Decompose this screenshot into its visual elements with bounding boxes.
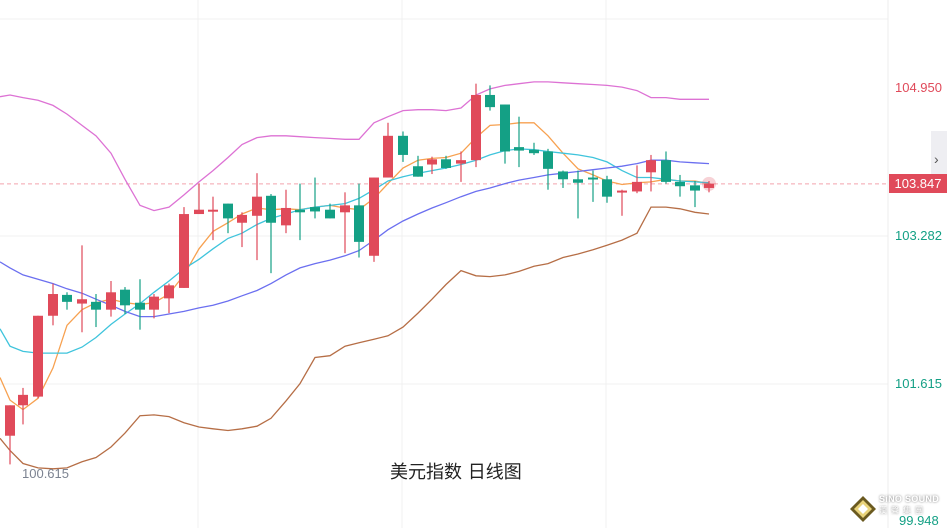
candle-body xyxy=(120,289,130,306)
candle-body xyxy=(690,185,700,191)
candle-body xyxy=(237,214,247,223)
candle-body xyxy=(310,207,320,212)
chart-title: 美元指数 日线图 xyxy=(390,462,522,483)
candle-body xyxy=(441,159,451,168)
low-price-marker: 100.615 xyxy=(22,466,69,481)
candle-body xyxy=(485,94,495,108)
candle-body xyxy=(62,294,72,302)
candle-body xyxy=(48,294,58,316)
candle-body xyxy=(500,104,510,152)
candle-body xyxy=(77,299,87,304)
candle-body xyxy=(164,285,174,299)
candle-body xyxy=(558,171,568,180)
candle-body xyxy=(223,203,233,219)
candle-body xyxy=(149,296,159,310)
candle-body xyxy=(602,179,612,197)
candle-body xyxy=(529,149,539,154)
indicator-line-boll-upper xyxy=(0,81,709,212)
candle-body xyxy=(281,207,291,226)
candle-body xyxy=(471,94,481,161)
candle-body xyxy=(456,160,466,164)
diamond-logo-icon xyxy=(850,496,876,522)
candle-body xyxy=(91,301,101,310)
candle-body xyxy=(18,394,28,406)
candle-body xyxy=(106,292,116,310)
indicator-line-ma5 xyxy=(0,122,710,411)
candle-body xyxy=(573,179,583,183)
candle-body xyxy=(369,177,379,256)
price-tick-label: 99.948 xyxy=(899,513,939,528)
logo-text-cn: 漢聲集團 xyxy=(879,506,927,515)
candle-body xyxy=(588,177,598,180)
brand-logo: SiNO SOUND 漢聲集團 99.948 xyxy=(846,492,946,528)
last-price-glow xyxy=(702,176,716,191)
candle-body xyxy=(208,209,218,212)
candle-body xyxy=(179,214,189,288)
candle-body xyxy=(354,205,364,242)
candle-body xyxy=(33,315,43,397)
candle-body xyxy=(675,181,685,187)
candle-body xyxy=(252,196,262,216)
candle-body xyxy=(383,135,393,178)
candle-body xyxy=(135,302,145,310)
indicator-line-boll-lower xyxy=(0,206,710,470)
candle-body xyxy=(266,195,276,223)
candle-body xyxy=(543,151,553,169)
price-tick-label: 101.615 xyxy=(895,376,942,391)
candle-body xyxy=(5,405,15,436)
candle-body xyxy=(413,166,423,177)
indicator-line-ma10 xyxy=(0,148,710,354)
candle-body xyxy=(325,209,335,219)
candle-body xyxy=(194,209,204,215)
logo-text-en: SiNO SOUND xyxy=(879,494,940,504)
current-price-tag: 103.847 xyxy=(889,174,947,193)
candle-body xyxy=(661,160,671,182)
candle-body xyxy=(617,190,627,193)
chevron-right-icon: › xyxy=(934,151,939,167)
candle-body xyxy=(398,135,408,155)
candle-body xyxy=(632,181,642,192)
candle-body xyxy=(704,183,714,188)
candle-body xyxy=(514,147,524,151)
price-tick-label: 104.950 xyxy=(895,80,942,95)
candle-body xyxy=(646,160,656,173)
price-tick-label: 103.282 xyxy=(895,228,942,243)
candle-body xyxy=(340,205,350,213)
candle-body xyxy=(295,209,305,213)
candle-body xyxy=(427,159,437,165)
